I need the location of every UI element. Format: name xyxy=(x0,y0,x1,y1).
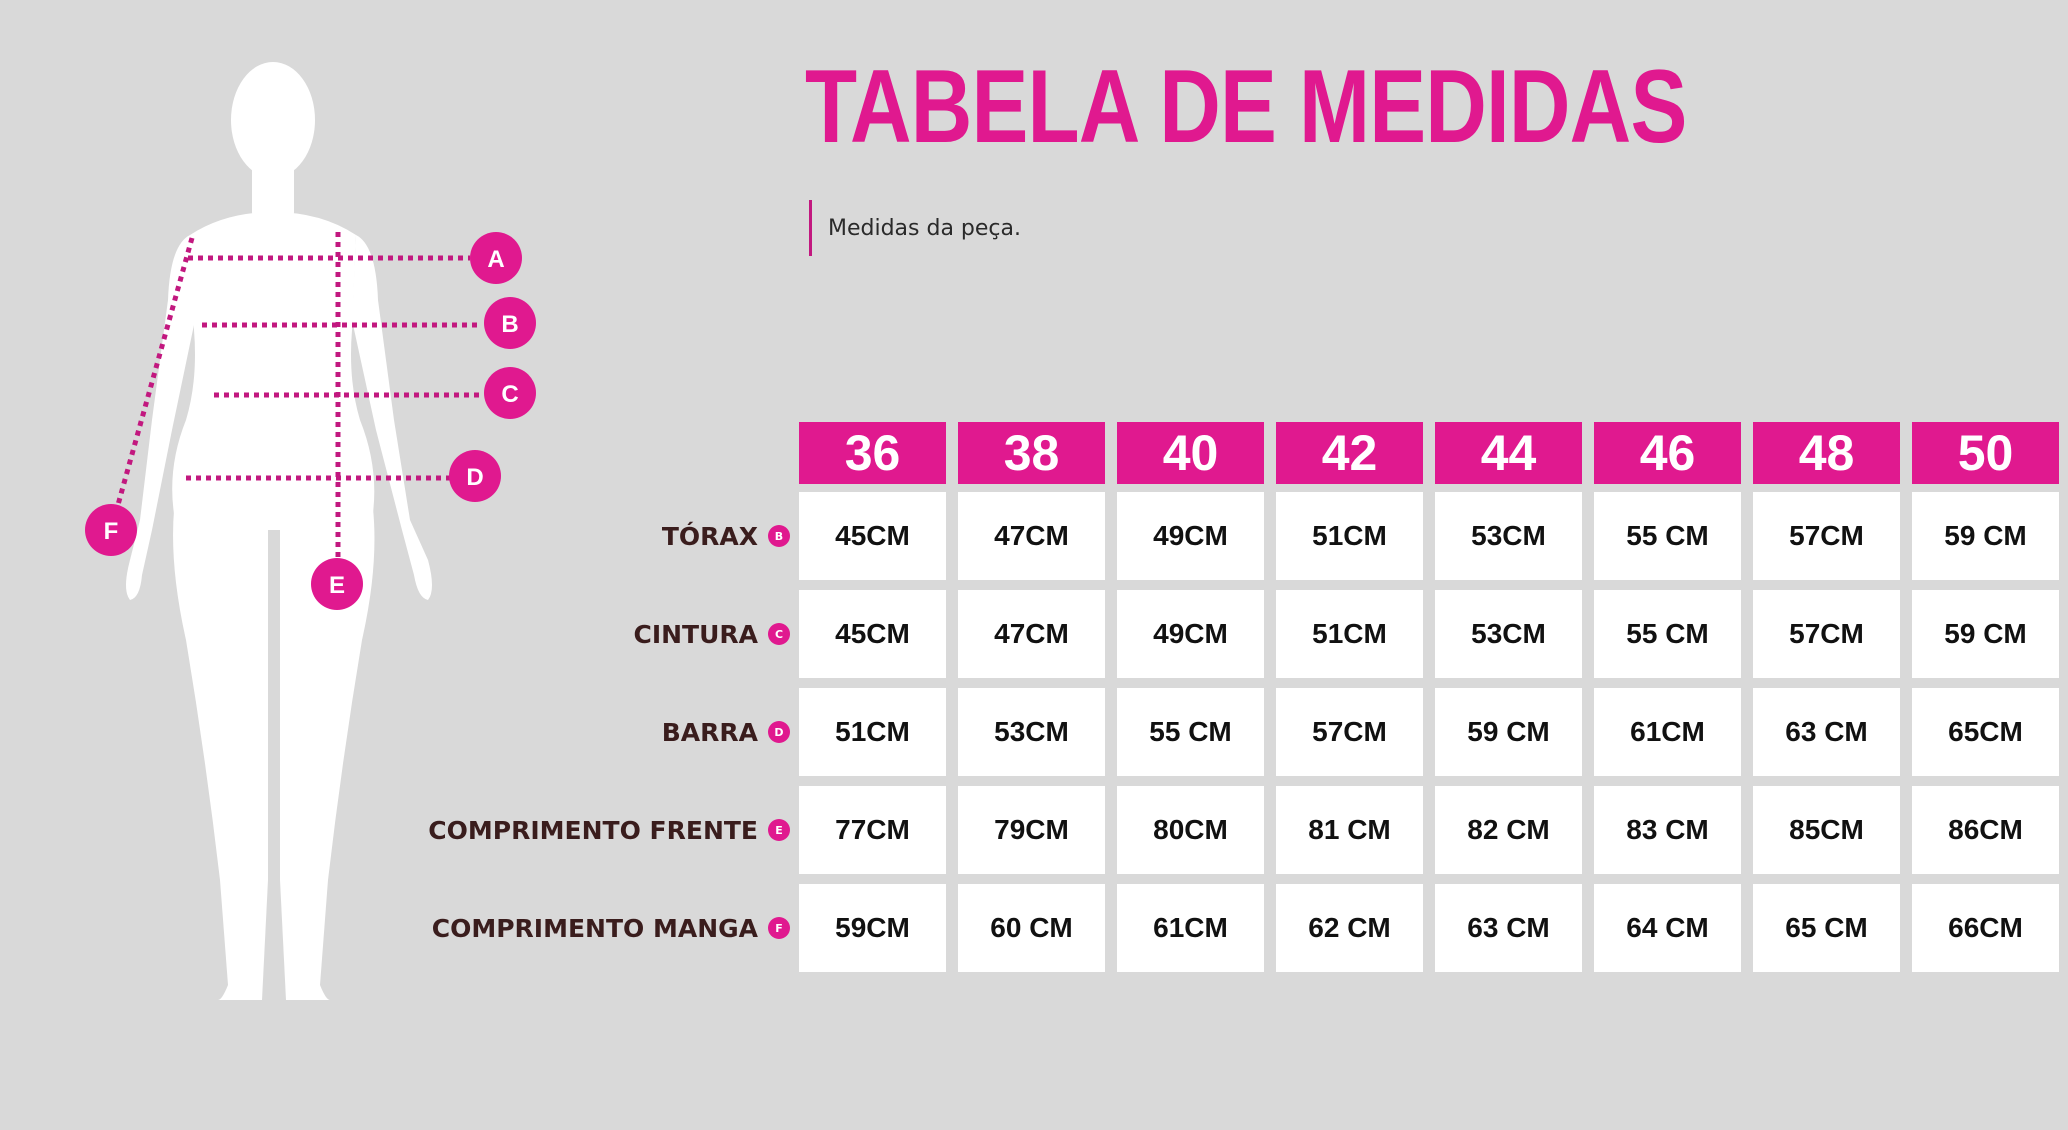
marker-e xyxy=(311,558,363,610)
row-marker-badge: E xyxy=(768,819,790,841)
table-cell: 53CM xyxy=(1435,492,1582,580)
table-cell: 59 CM xyxy=(1912,590,2059,678)
size-header-50: 50 xyxy=(1912,422,2059,484)
size-header-42: 42 xyxy=(1276,422,1423,484)
table-cell: 51CM xyxy=(799,688,946,776)
table-cell: 53CM xyxy=(1435,590,1582,678)
table-cell: 51CM xyxy=(1276,492,1423,580)
row-label: TÓRAX B xyxy=(662,492,790,580)
table-cell: 55 CM xyxy=(1117,688,1264,776)
table-cell: 63 CM xyxy=(1435,884,1582,972)
marker-f xyxy=(85,504,137,556)
size-header-48: 48 xyxy=(1753,422,1900,484)
table-cell: 65 CM xyxy=(1753,884,1900,972)
marker-c xyxy=(484,367,536,419)
measurement-markers xyxy=(85,232,536,610)
body-figure: A B C D E F xyxy=(85,62,536,1000)
table-cell: 63 CM xyxy=(1753,688,1900,776)
table-cell: 85CM xyxy=(1753,786,1900,874)
table-cell: 65CM xyxy=(1912,688,2059,776)
table-cell: 83 CM xyxy=(1594,786,1741,874)
row-label-text: COMPRIMENTO FRENTE xyxy=(428,815,758,845)
table-cell: 47CM xyxy=(958,590,1105,678)
marker-label-f: F xyxy=(104,518,119,545)
table-cell: 80CM xyxy=(1117,786,1264,874)
row-marker-badge: B xyxy=(768,525,790,547)
row-label-text: CINTURA xyxy=(633,619,758,649)
row-label-text: COMPRIMENTO MANGA xyxy=(431,913,758,943)
table-cell: 82 CM xyxy=(1435,786,1582,874)
table-cell: 47CM xyxy=(958,492,1105,580)
row-label: COMPRIMENTO MANGA F xyxy=(432,884,790,972)
table-cell: 79CM xyxy=(958,786,1105,874)
table-cell: 86CM xyxy=(1912,786,2059,874)
table-cell: 61CM xyxy=(1594,688,1741,776)
table-cell: 55 CM xyxy=(1594,492,1741,580)
table-cell: 77CM xyxy=(799,786,946,874)
size-header-40: 40 xyxy=(1117,422,1264,484)
row-label: COMPRIMENTO FRENTE E xyxy=(428,786,790,874)
marker-d xyxy=(449,450,501,502)
marker-a xyxy=(470,232,522,284)
table-cell: 61CM xyxy=(1117,884,1264,972)
measurement-lines xyxy=(113,232,484,560)
marker-label-b: B xyxy=(501,311,518,338)
marker-label-d: D xyxy=(466,464,483,491)
subtitle-text: Medidas da peça. xyxy=(828,215,1022,241)
row-label-text: TÓRAX xyxy=(661,521,758,551)
size-header-44: 44 xyxy=(1435,422,1582,484)
table-cell: 49CM xyxy=(1117,492,1264,580)
row-marker-badge: D xyxy=(768,721,790,743)
table-cell: 60 CM xyxy=(958,884,1105,972)
row-label: BARRA D xyxy=(662,688,790,776)
table-cell: 59 CM xyxy=(1912,492,2059,580)
table-cell: 45CM xyxy=(799,590,946,678)
table-cell: 66CM xyxy=(1912,884,2059,972)
table-cell: 45CM xyxy=(799,492,946,580)
table-cell: 57CM xyxy=(1753,492,1900,580)
table-cell: 59 CM xyxy=(1435,688,1582,776)
size-header-46: 46 xyxy=(1594,422,1741,484)
table-cell: 49CM xyxy=(1117,590,1264,678)
table-cell: 59CM xyxy=(799,884,946,972)
size-header-38: 38 xyxy=(958,422,1105,484)
body-silhouette xyxy=(126,62,432,1000)
table-cell: 81 CM xyxy=(1276,786,1423,874)
row-label-text: BARRA xyxy=(661,717,758,747)
marker-label-c: C xyxy=(501,381,518,408)
row-marker-badge: C xyxy=(768,623,790,645)
table-cell: 55 CM xyxy=(1594,590,1741,678)
marker-label-e: E xyxy=(329,572,345,599)
page-title: TABELA DE MEDIDAS xyxy=(805,49,1687,165)
size-header-36: 36 xyxy=(799,422,946,484)
marker-b xyxy=(484,297,536,349)
row-label: CINTURA C xyxy=(633,590,790,678)
subtitle: Medidas da peça. xyxy=(809,200,1021,256)
row-marker-badge: F xyxy=(768,917,790,939)
table-cell: 57CM xyxy=(1753,590,1900,678)
marker-label-a: A xyxy=(487,246,504,273)
table-cell: 64 CM xyxy=(1594,884,1741,972)
table-cell: 53CM xyxy=(958,688,1105,776)
table-cell: 62 CM xyxy=(1276,884,1423,972)
table-cell: 51CM xyxy=(1276,590,1423,678)
table-cell: 57CM xyxy=(1276,688,1423,776)
